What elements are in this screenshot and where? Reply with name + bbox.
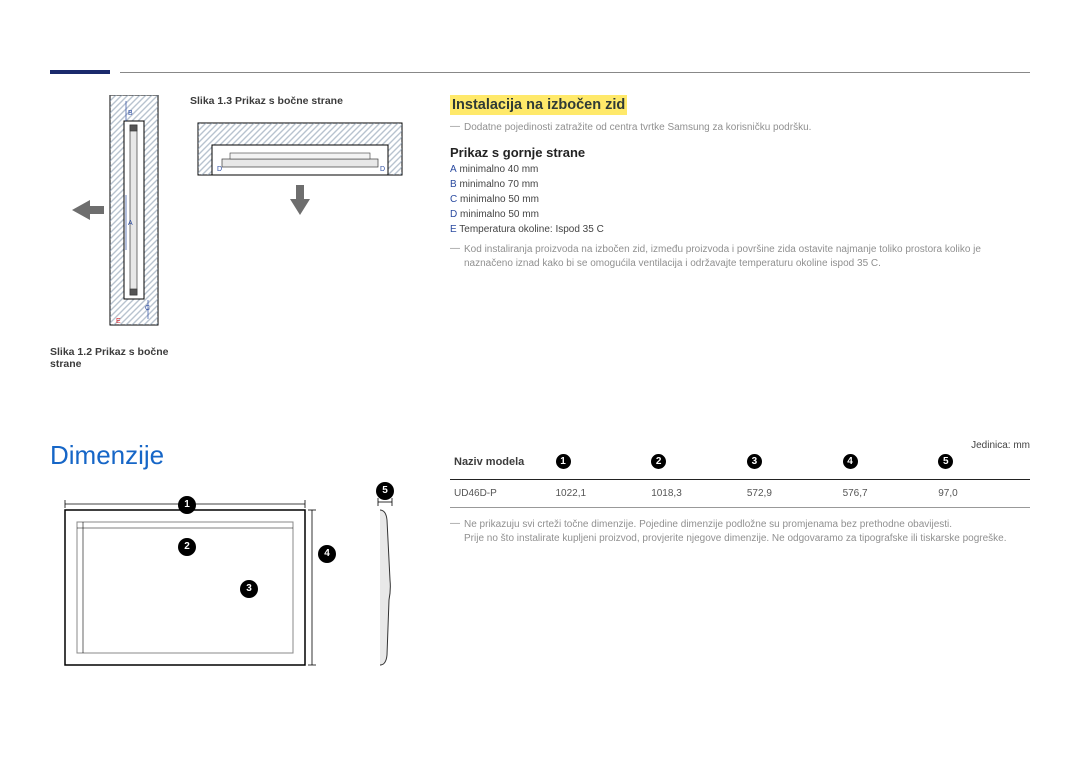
marker-1-icon: 1: [178, 496, 196, 514]
header-rule: [50, 60, 1030, 74]
install-subheading: Prikaz s gornje strane: [450, 145, 1030, 160]
label-d-left-icon: D: [217, 166, 222, 173]
spec-c: C minimalno 50 mm: [450, 194, 1030, 205]
cell-v5: 97,0: [934, 480, 1030, 508]
cell-v1: 1022,1: [552, 480, 648, 508]
spec-a: A minimalno 40 mm: [450, 164, 1030, 175]
install-note: Dodatne pojedinosti zatražite od centra …: [450, 121, 1030, 135]
table-row: UD46D-P 1022,1 1018,3 572,9 576,7 97,0: [450, 480, 1030, 508]
label-c-icon: C: [145, 305, 150, 312]
col-5-icon: 5: [938, 454, 953, 469]
cell-model: UD46D-P: [450, 480, 552, 508]
marker-5-icon: 5: [376, 482, 394, 500]
col-3-icon: 3: [747, 454, 762, 469]
spec-b: B minimalno 70 mm: [450, 179, 1030, 190]
figure-side-view: B A C E Slika 1.2 Prikaz s bočne strane: [50, 95, 180, 370]
dimensions-heading: Dimenzije: [50, 440, 164, 471]
figure-side-caption: Slika 1.2 Prikaz s bočne strane: [50, 346, 180, 370]
figure-dimensions: 1 2 3 4 5: [50, 490, 400, 700]
cell-v3: 572,9: [743, 480, 839, 508]
label-b-icon: B: [128, 110, 133, 117]
cell-v2: 1018,3: [647, 480, 743, 508]
spec-e: E Temperatura okoline: Ispod 35 C: [450, 224, 1030, 235]
dimensions-table-wrap: Jedinica: mm Naziv modela 1 2 3 4 5 UD46…: [450, 440, 1030, 546]
label-e-icon: E: [116, 318, 121, 325]
label-d-right-icon: D: [380, 166, 385, 173]
header-line: [120, 72, 1030, 73]
table-note: Ne prikazuju svi crteži točne dimenzije.…: [450, 518, 1030, 546]
header-accent: [50, 70, 110, 74]
col-2-icon: 2: [651, 454, 666, 469]
col-1-icon: 1: [556, 454, 571, 469]
spec-d: D minimalno 50 mm: [450, 209, 1030, 220]
cell-v4: 576,7: [839, 480, 935, 508]
figure-top-caption: Slika 1.3 Prikaz s bočne strane: [190, 95, 440, 107]
dimensions-table: Naziv modela 1 2 3 4 5 UD46D-P 1022,1 10…: [450, 448, 1030, 508]
installation-section: Instalacija na izbočen zid Dodatne pojed…: [450, 95, 1030, 271]
marker-4-icon: 4: [318, 545, 336, 563]
col-model: Naziv modela: [454, 456, 524, 468]
install-heading: Instalacija na izbočen zid: [450, 95, 627, 115]
dimensions-section: Dimenzije: [50, 440, 164, 471]
label-a-icon: A: [128, 220, 133, 227]
col-4-icon: 4: [843, 454, 858, 469]
figure-top-view: Slika 1.3 Prikaz s bočne strane D D: [190, 95, 440, 225]
unit-label: Jedinica: mm: [971, 440, 1030, 451]
marker-2-icon: 2: [178, 538, 196, 556]
marker-3-icon: 3: [240, 580, 258, 598]
install-footnote: Kod instaliranja proizvoda na izbočen zi…: [450, 243, 1030, 271]
